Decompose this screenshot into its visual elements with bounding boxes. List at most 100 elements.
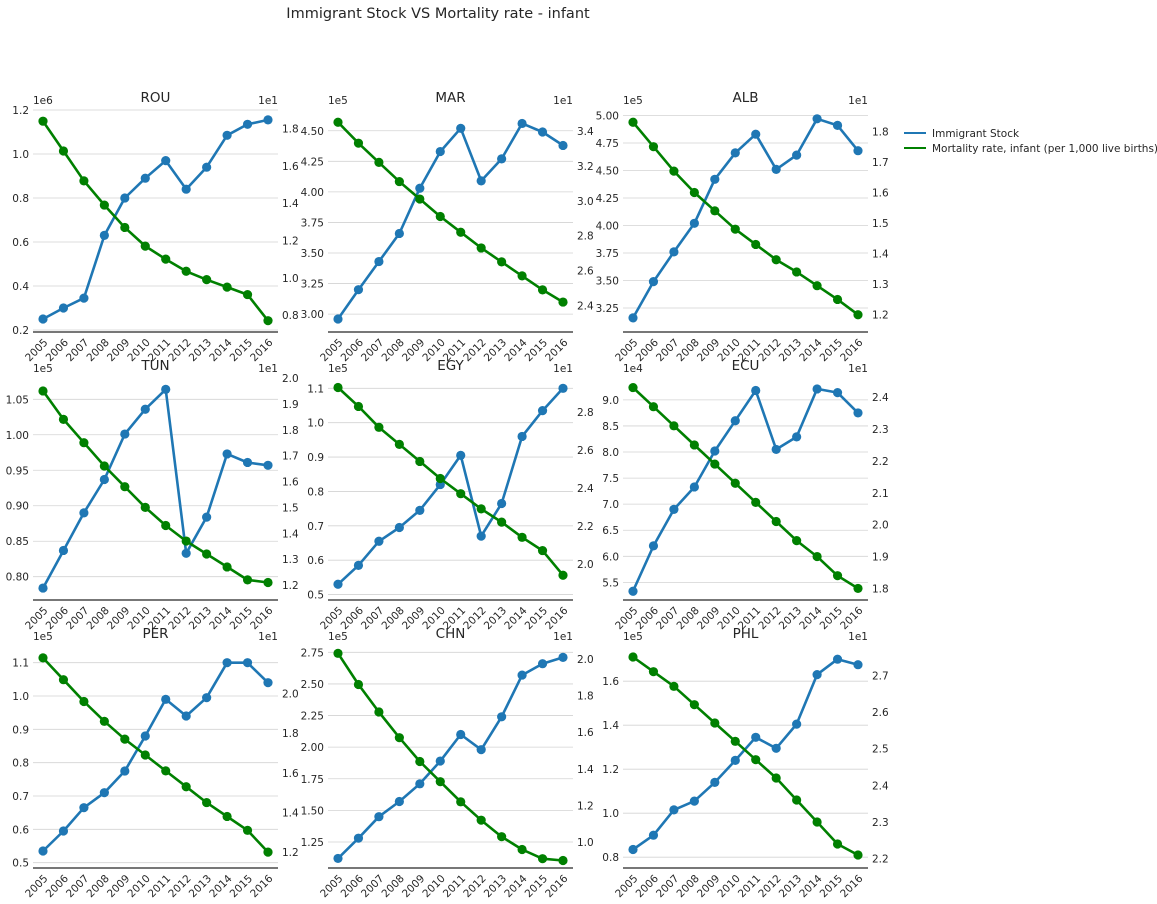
x-tick-label: 2007	[359, 337, 386, 364]
right-tick-label: 2.6	[577, 266, 594, 278]
mortality-rate-point	[812, 281, 822, 291]
right-tick-label: 1.4	[282, 198, 299, 210]
x-tick-label: 2009	[400, 337, 427, 364]
x-tick-label: 2010	[715, 873, 742, 900]
mortality-rate-point	[435, 211, 445, 222]
immigrant-stock-point	[140, 731, 150, 741]
mortality-rate-point	[689, 700, 699, 710]
right-tick-label: 2.0	[872, 520, 889, 532]
immigrant-stock-point	[222, 449, 232, 459]
mortality-rate-point	[222, 562, 232, 572]
mortality-rate-point	[497, 832, 507, 842]
immigrant-stock-point	[689, 796, 699, 806]
left-axis-offset: 1e5	[328, 95, 348, 107]
left-tick-label: 0.85	[6, 536, 29, 548]
immigrant-stock-point	[792, 432, 802, 442]
mortality-rate-point	[497, 517, 507, 527]
mortality-rate-point	[181, 782, 191, 792]
immigrant-stock-point	[648, 277, 659, 287]
immigrant-stock-point	[456, 123, 466, 133]
immigrant-stock-point	[812, 384, 822, 394]
left-tick-label: 2.50	[301, 679, 324, 691]
left-tick-label: 9.0	[602, 395, 619, 407]
left-tick-label: 4.25	[301, 156, 324, 168]
left-axis-offset: 1e6	[33, 95, 53, 107]
mortality-rate-point	[812, 817, 822, 827]
x-tick-label: 2015	[818, 605, 845, 632]
mortality-rate-point	[558, 570, 568, 580]
mortality-rate-point	[242, 825, 253, 835]
left-tick-label: 6.0	[602, 551, 619, 563]
mortality-rate-point	[476, 243, 486, 253]
x-tick-label: 2009	[105, 873, 132, 900]
mortality-rate-point	[710, 206, 720, 216]
x-tick-label: 2015	[818, 337, 845, 364]
x-tick-label: 2015	[228, 605, 255, 632]
immigrant-stock-point	[202, 512, 212, 522]
immigrant-stock-point	[558, 383, 568, 393]
left-tick-label: 6.5	[602, 525, 619, 537]
immigrant-stock-point	[242, 457, 253, 468]
mortality-rate-point	[771, 255, 781, 265]
left-tick-label: 2.25	[301, 711, 324, 723]
subplot-egy: 0.5 0.6 0.7 0.8 0.9 1.0 1.1 2.0 2.2 2.4 2.6 2.8 1e5 1…	[307, 358, 594, 632]
mortality-rate-point	[415, 456, 425, 467]
mortality-rate-point	[792, 267, 802, 277]
mortality-rate-point	[537, 854, 548, 864]
x-tick-label: 2012	[461, 605, 488, 632]
left-tick-label: 0.80	[6, 572, 29, 584]
mortality-rate-line	[632, 655, 859, 857]
x-tick-label: 2013	[777, 605, 804, 632]
mortality-rate-point	[751, 755, 761, 765]
left-tick-label: 0.8	[602, 852, 619, 864]
x-tick-label: 2008	[380, 873, 407, 900]
left-tick-label: 0.2	[12, 325, 29, 337]
subplot-per: 0.5 0.6 0.7 0.8 0.9 1.0 1.1 1.2 1.4 1.6 1.8 2.0 1e5 1…	[12, 626, 299, 900]
immigrant-stock-point	[517, 431, 527, 442]
x-tick-label: 2007	[64, 605, 91, 632]
right-tick-label: 1.2	[282, 580, 299, 592]
right-axis-offset: 1e1	[848, 363, 868, 375]
mortality-rate-point	[263, 577, 273, 588]
immigrant-stock-point	[242, 658, 253, 668]
mortality-rate-point	[628, 652, 638, 662]
immigrant-stock-point	[517, 670, 527, 680]
right-tick-label: 3.4	[577, 126, 594, 138]
right-tick-label: 2.6	[577, 445, 594, 457]
x-tick-label: 2015	[523, 337, 550, 364]
mortality-rate-point	[181, 266, 191, 276]
right-axis-offset: 1e1	[848, 631, 868, 643]
left-tick-label: 1.75	[301, 774, 324, 786]
x-tick-label: 2015	[818, 873, 845, 900]
x-tick-label: 2009	[695, 337, 722, 364]
immigrant-stock-point	[771, 444, 781, 455]
immigrant-stock-point	[456, 729, 466, 740]
immigrant-stock-point	[730, 148, 740, 158]
immigrant-stock-point	[263, 115, 273, 125]
immigrant-stock-point	[161, 694, 171, 704]
immigrant-stock-point	[537, 127, 548, 137]
left-tick-label: 0.4	[12, 281, 29, 293]
right-axis-offset: 1e1	[553, 363, 573, 375]
mortality-rate-point	[689, 187, 699, 198]
x-tick-label: 2008	[675, 605, 702, 632]
left-tick-label: 3.00	[301, 309, 324, 321]
immigrant-stock-point	[456, 450, 466, 460]
mortality-rate-point	[710, 718, 720, 728]
subplot-title: PER	[142, 626, 168, 642]
mortality-rate-point	[476, 504, 486, 514]
x-tick-label: 2008	[675, 337, 702, 364]
immigrant-stock-point	[628, 844, 638, 855]
left-tick-label: 4.25	[596, 193, 619, 205]
subplot-title: TUN	[140, 358, 169, 374]
right-axis-offset: 1e1	[258, 95, 278, 107]
immigrant-stock-line	[337, 387, 564, 586]
mortality-rate-point	[353, 138, 364, 148]
right-tick-label: 1.5	[872, 218, 889, 230]
immigrant-stock-point	[771, 743, 781, 753]
immigrant-stock-point	[812, 114, 822, 124]
mortality-rate-point	[99, 200, 109, 210]
immigrant-stock-point	[79, 293, 89, 303]
immigrant-stock-point	[435, 756, 445, 766]
